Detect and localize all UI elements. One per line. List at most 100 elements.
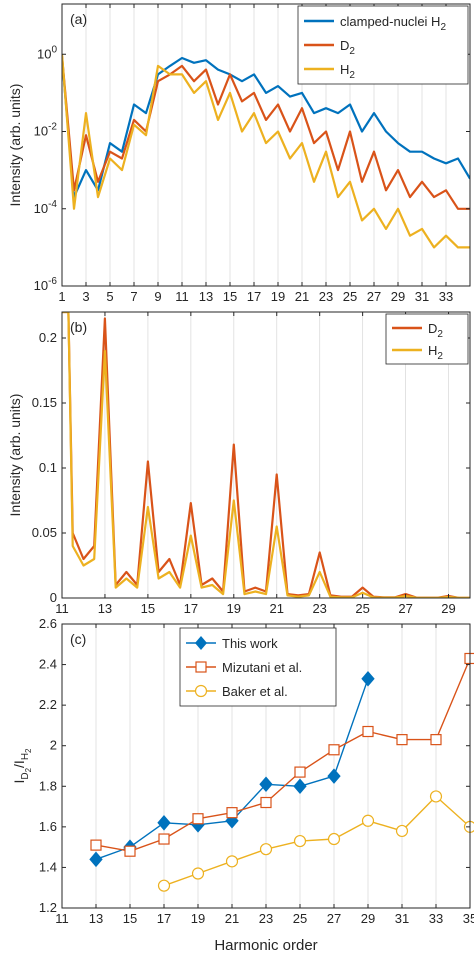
series-line-2	[163, 795, 470, 887]
x-tick-label: 15	[141, 601, 155, 616]
x-tick-label: 25	[293, 911, 307, 926]
axes-frame	[61, 3, 471, 287]
x-tick-label: 29	[361, 911, 375, 926]
axes-frame	[61, 311, 471, 599]
x-tick-label: 11	[55, 911, 69, 926]
x-tick-label: 15	[223, 289, 237, 304]
x-tick-label: 13	[89, 911, 103, 926]
series-line-1	[62, 55, 470, 210]
legend: This work Mizutani et al. Baker et al.	[179, 627, 337, 707]
x-tick-label: 21	[270, 601, 284, 616]
data-point	[124, 845, 136, 857]
legend-label: D2	[340, 38, 355, 57]
legend-label: clamped-nuclei H2	[340, 14, 446, 33]
y-tick-label: 2.4	[39, 657, 57, 672]
y-tick-label: 2.2	[39, 697, 57, 712]
x-tick-label: 7	[130, 289, 137, 304]
x-tick-label: 19	[227, 601, 241, 616]
y-axis-label: ID2/IH2	[11, 748, 33, 784]
x-tick-label: 27	[398, 601, 412, 616]
data-point	[259, 776, 273, 793]
data-point	[361, 814, 375, 827]
panel-a: 1 3 5 7 9 11 13 15 17 19 21 23 25 27 29 31 3310-610-410-…	[7, 3, 471, 304]
y-tick-label: 2	[50, 738, 57, 753]
legend-label: D2	[428, 321, 443, 340]
y-tick-label: 2.6	[39, 616, 57, 631]
y-tick-label: 1.6	[39, 819, 57, 834]
panel-b: 11 13 15 17 19 21 23 25 27 29 0 0.05 0.1 0.15 0.2 Inten…	[7, 311, 471, 616]
data-point	[293, 778, 307, 795]
y-tick-label: 10-4	[34, 199, 58, 216]
x-tick-label: 5	[106, 289, 113, 304]
x-tick-label: 21	[295, 289, 309, 304]
x-tick-label: 11	[175, 289, 189, 304]
x-tick-label: 1	[58, 289, 65, 304]
legend-label: This work	[222, 636, 278, 651]
data-point	[191, 867, 205, 880]
legend-marker	[194, 684, 208, 698]
x-tick-label: 13	[98, 601, 112, 616]
x-tick-label: 19	[271, 289, 285, 304]
x-axis-label: Harmonic order	[214, 937, 317, 954]
x-tick-label: 19	[191, 911, 205, 926]
data-point	[395, 824, 409, 838]
legend-marker	[195, 636, 207, 650]
y-tick-label: 100	[37, 44, 57, 61]
y-axis-label: Intensity (arb. units)	[7, 394, 23, 517]
x-tick-label: 31	[395, 911, 409, 926]
series-line-1	[62, 312, 470, 598]
x-tick-label: 17	[247, 289, 261, 304]
data-point	[157, 815, 171, 831]
y-tick-label: 10-6	[34, 276, 58, 293]
x-tick-label: 15	[123, 911, 137, 926]
data-point	[293, 834, 307, 848]
x-tick-label: 35	[463, 911, 474, 926]
x-tick-label: 29	[441, 601, 455, 616]
x-tick-label: 13	[199, 289, 213, 304]
x-tick-label: 27	[327, 911, 341, 926]
x-tick-label: 23	[312, 601, 326, 616]
y-tick-label: 1.4	[39, 859, 57, 874]
legend: clamped-nuclei H2 D2 H2	[297, 5, 469, 85]
x-tick-label: 33	[439, 289, 453, 304]
panel-label: (b)	[70, 319, 87, 335]
x-tick-label: 31	[415, 289, 429, 304]
series-line-2	[62, 54, 470, 249]
x-tick-label: 25	[355, 601, 369, 616]
legend-marker	[195, 661, 207, 673]
x-tick-label: 33	[429, 911, 443, 926]
legend-label: H2	[428, 343, 443, 362]
data-point	[260, 796, 272, 809]
x-tick-label: 23	[319, 289, 333, 304]
x-tick-label: 21	[225, 911, 239, 926]
y-tick-label: 0.05	[32, 525, 57, 540]
data-point	[361, 671, 375, 687]
data-point	[429, 790, 443, 803]
x-tick-label: 9	[154, 289, 161, 304]
data-point	[362, 725, 374, 738]
legend-label: H2	[340, 62, 355, 81]
legend-label: Mizutani et al.	[222, 660, 302, 675]
x-tick-label: 25	[343, 289, 357, 304]
data-point	[192, 813, 204, 825]
data-point	[328, 744, 340, 756]
legend-box	[385, 313, 469, 365]
y-tick-label: 1.2	[39, 900, 57, 915]
series-line-1	[95, 658, 470, 852]
data-point	[259, 843, 273, 856]
panel-c: 11 13 15 17 19 21 23 25 27 29 31 33 35 1.2 1.4 1.6 1.8 2 2…	[11, 616, 474, 926]
y-tick-label: 0.15	[32, 395, 57, 410]
panel-label: (a)	[70, 11, 87, 27]
x-tick-label: 3	[82, 289, 89, 304]
data-point	[225, 855, 239, 868]
data-point	[226, 807, 238, 819]
x-tick-label: 17	[184, 601, 198, 616]
x-tick-label: 17	[157, 911, 171, 926]
panel-label: (c)	[70, 631, 86, 647]
y-tick-label: 0	[50, 590, 57, 605]
data-point	[90, 839, 102, 851]
y-tick-label: 0.2	[39, 330, 57, 345]
data-point	[157, 879, 171, 892]
x-tick-label: 29	[391, 289, 405, 304]
